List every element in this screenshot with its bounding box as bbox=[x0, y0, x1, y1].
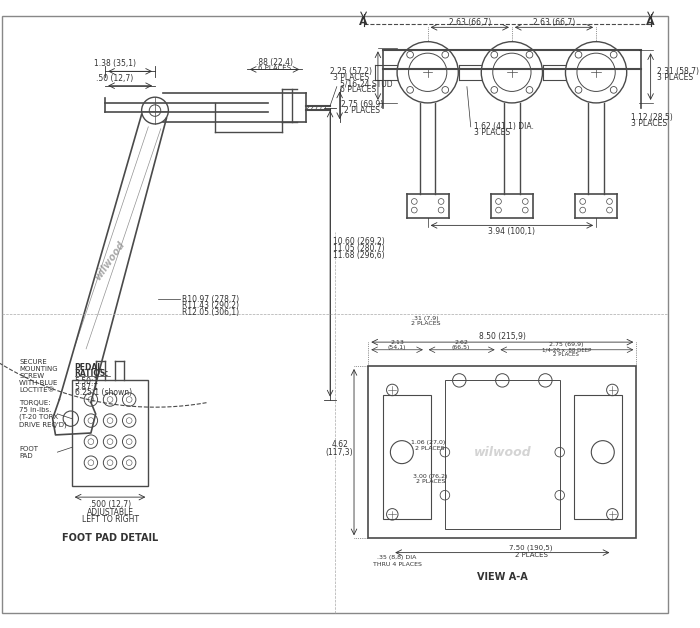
Bar bbox=[574, 395, 622, 519]
Text: 2.31 (58,7): 2.31 (58,7) bbox=[657, 67, 699, 76]
Text: 3 PLACES: 3 PLACES bbox=[631, 119, 668, 127]
Text: wilwood: wilwood bbox=[473, 446, 531, 458]
Text: R11.43 (290,2): R11.43 (290,2) bbox=[182, 301, 239, 310]
Text: FOOT
PAD: FOOT PAD bbox=[19, 446, 38, 458]
Text: SECURE
MOUNTING
SCREW
WITH BLUE
LOCTITE®: SECURE MOUNTING SCREW WITH BLUE LOCTITE® bbox=[19, 359, 58, 392]
Text: .500 (12,7): .500 (12,7) bbox=[89, 501, 131, 509]
Text: 2.63 (66,7): 2.63 (66,7) bbox=[449, 18, 491, 27]
Text: PEDAL: PEDAL bbox=[75, 364, 103, 372]
Text: 3.94 (100,1): 3.94 (100,1) bbox=[489, 227, 536, 236]
Text: 7.50 (190,5): 7.50 (190,5) bbox=[510, 544, 553, 551]
Text: 8.50 (215,9): 8.50 (215,9) bbox=[479, 332, 526, 341]
Bar bbox=[383, 395, 430, 519]
Text: 11.05 (280,7): 11.05 (280,7) bbox=[333, 244, 384, 253]
Text: 3 PLACES: 3 PLACES bbox=[657, 73, 694, 82]
Text: 2 PLACES: 2 PLACES bbox=[415, 446, 445, 451]
Text: 1/4-20 x .88 DEEP: 1/4-20 x .88 DEEP bbox=[542, 347, 591, 352]
Text: TORQUE:
75 in-lbs.
(T-20 TORX
DRIVE REQ'D): TORQUE: 75 in-lbs. (T-20 TORX DRIVE REQ'… bbox=[19, 400, 67, 428]
Text: .35 (8,8) DIA: .35 (8,8) DIA bbox=[377, 555, 416, 560]
Text: ADJUSTABLE: ADJUSTABLE bbox=[87, 508, 134, 517]
Text: 2.25 (57,2): 2.25 (57,2) bbox=[330, 67, 372, 76]
Text: 1.62 (41,1) DIA.: 1.62 (41,1) DIA. bbox=[474, 122, 533, 131]
Text: 5.50:1: 5.50:1 bbox=[75, 377, 99, 386]
Text: 5.87:1: 5.87:1 bbox=[75, 382, 99, 392]
Bar bbox=[72, 381, 148, 485]
Text: 2.75 (69,9): 2.75 (69,9) bbox=[550, 342, 584, 347]
Text: 2 PLACES: 2 PLACES bbox=[554, 352, 580, 357]
Text: A: A bbox=[359, 16, 368, 26]
Text: A: A bbox=[646, 16, 655, 26]
Text: .50 (12,7): .50 (12,7) bbox=[96, 75, 134, 84]
Text: 1.06 (27,0): 1.06 (27,0) bbox=[411, 440, 445, 445]
Text: LEFT TO RIGHT: LEFT TO RIGHT bbox=[81, 514, 139, 524]
Text: 3 PLACES: 3 PLACES bbox=[333, 73, 369, 82]
Text: 10.60 (269,2): 10.60 (269,2) bbox=[333, 237, 385, 246]
Text: 2 PLACES: 2 PLACES bbox=[344, 106, 379, 115]
Text: 1.38 (35,1): 1.38 (35,1) bbox=[94, 59, 136, 68]
Text: 2.13
(54,1): 2.13 (54,1) bbox=[388, 340, 406, 350]
Text: 2.63 (66,7): 2.63 (66,7) bbox=[533, 18, 575, 27]
Text: RATIOS:: RATIOS: bbox=[75, 369, 109, 378]
Text: 5/16-24 STUD: 5/16-24 STUD bbox=[340, 79, 392, 89]
Text: THRU 4 PLACES: THRU 4 PLACES bbox=[372, 561, 421, 566]
Text: R12.05 (306,1): R12.05 (306,1) bbox=[182, 308, 239, 317]
Text: R10.97 (278,7): R10.97 (278,7) bbox=[182, 295, 239, 303]
Text: 2.62
(66,5): 2.62 (66,5) bbox=[452, 340, 470, 350]
Text: 11.68 (296,6): 11.68 (296,6) bbox=[333, 251, 384, 259]
Text: 3.00 (76,2): 3.00 (76,2) bbox=[414, 474, 448, 479]
Text: 6 PLACES: 6 PLACES bbox=[340, 85, 376, 94]
Text: 6.25:1 (shown): 6.25:1 (shown) bbox=[75, 388, 132, 398]
Text: 2 PLACES: 2 PLACES bbox=[411, 322, 440, 327]
Text: (117,3): (117,3) bbox=[326, 448, 354, 457]
Text: 6 PLACES: 6 PLACES bbox=[258, 65, 291, 70]
Text: VIEW A-A: VIEW A-A bbox=[477, 571, 528, 582]
Text: 1.12 (28,5): 1.12 (28,5) bbox=[631, 113, 673, 122]
Text: FOOT PAD DETAIL: FOOT PAD DETAIL bbox=[62, 533, 158, 543]
Text: 2.75 (69,9): 2.75 (69,9) bbox=[340, 100, 383, 109]
Text: 3 PLACES: 3 PLACES bbox=[474, 128, 510, 137]
Bar bbox=[368, 366, 636, 538]
Text: 2 PLACES: 2 PLACES bbox=[514, 551, 547, 558]
Text: 2 PLACES: 2 PLACES bbox=[416, 479, 445, 484]
Text: .88 (22,4): .88 (22,4) bbox=[256, 58, 293, 67]
Text: .31 (7,9): .31 (7,9) bbox=[412, 316, 439, 321]
Text: wilwood: wilwood bbox=[93, 239, 127, 282]
Bar bbox=[445, 381, 560, 529]
Text: 4.62: 4.62 bbox=[331, 440, 348, 449]
